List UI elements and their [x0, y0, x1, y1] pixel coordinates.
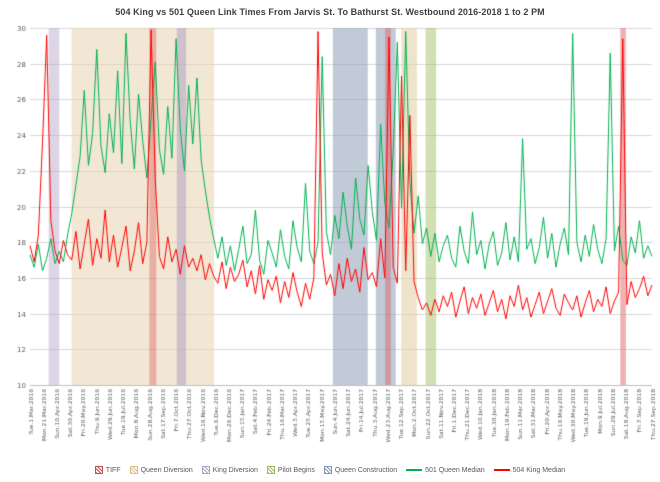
chart-plot-area	[0, 22, 660, 458]
legend: TIFF Queen Diversion King Diversion Pilot B…	[0, 458, 660, 482]
legend-label: 504 King Median	[512, 466, 566, 474]
legend-patch-swatch	[94, 466, 103, 474]
legend-item-queen-construction: Queen Construction	[323, 466, 398, 474]
legend-patch-swatch	[266, 466, 275, 474]
legend-label: Pilot Begins	[277, 466, 315, 474]
legend-line-swatch	[406, 469, 423, 471]
legend-label: 501 Queen Median	[425, 466, 485, 474]
legend-item-tiff: TIFF	[94, 466, 121, 474]
legend-item-501-queen-median: 501 Queen Median	[406, 467, 485, 474]
legend-item-king-diversion: King Diversion	[201, 466, 258, 474]
legend-line-swatch	[493, 469, 510, 471]
legend-patch-swatch	[201, 466, 210, 474]
legend-label: TIFF	[105, 466, 121, 474]
legend-label: Queen Diversion	[140, 466, 193, 474]
legend-label: King Diversion	[212, 466, 258, 474]
chart-title: 504 King vs 501 Queen Link Times From Ja…	[115, 7, 545, 17]
legend-item-504-king-median: 504 King Median	[493, 466, 566, 474]
legend-item-queen-diversion: Queen Diversion	[129, 466, 193, 474]
legend-patch-swatch	[129, 466, 138, 474]
legend-label: Queen Construction	[334, 466, 398, 474]
legend-patch-swatch	[323, 466, 332, 474]
legend-item-pilot-begins: Pilot Begins	[266, 466, 315, 474]
